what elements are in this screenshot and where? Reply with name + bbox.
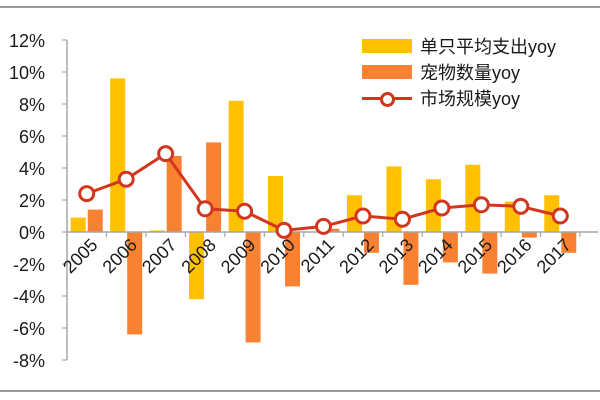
line-marker: [196, 200, 214, 218]
bar-avg-spend: [149, 230, 165, 232]
x-tick-label: 2007: [138, 235, 180, 277]
bar-pet-count: [206, 142, 222, 232]
legend-swatch-bar-icon: [362, 39, 412, 53]
legend-swatch-bar-icon: [362, 65, 412, 79]
bar-avg-spend: [70, 217, 86, 232]
legend-swatch-line-marker-icon: [362, 91, 412, 107]
bar-pet-count: [285, 232, 301, 287]
y-tick-label: 2%: [19, 191, 45, 211]
bar-pet-count: [521, 232, 537, 238]
line-marker: [315, 217, 332, 235]
bar-pet-count: [245, 232, 261, 343]
line-marker: [433, 199, 451, 217]
y-tick-label: 4%: [19, 159, 45, 179]
bar-avg-spend: [189, 232, 205, 300]
line-marker: [551, 207, 569, 225]
y-tick-label: -2%: [13, 255, 45, 275]
bar-avg-spend: [110, 78, 126, 233]
legend: 单只平均支出yoy 宠物数量yoy 市场规模yoy: [362, 33, 556, 111]
y-tick-label: -6%: [13, 319, 45, 339]
line-marker: [354, 207, 372, 225]
bar-pet-count: [363, 232, 379, 253]
bar-pet-count: [166, 156, 182, 232]
line-marker: [275, 221, 293, 239]
bar-pet-count: [442, 232, 458, 263]
line-marker: [472, 196, 490, 214]
bar-avg-spend: [465, 164, 481, 232]
x-tick-label: 2005: [59, 235, 101, 277]
top-rule: [0, 6, 600, 8]
line-marker: [78, 185, 96, 203]
bar-pet-count: [324, 228, 340, 232]
bar-series: [70, 78, 577, 343]
bar-pet-count: [561, 232, 577, 253]
bar-pet-count: [482, 232, 498, 274]
y-tick-label: 6%: [19, 127, 45, 147]
legend-label: 宠物数量yoy: [420, 63, 521, 83]
legend-item-avg-spend: 单只平均支出yoy: [362, 33, 556, 59]
y-tick-label: -8%: [13, 351, 45, 371]
line-series: [78, 145, 569, 239]
y-tick-label: 8%: [19, 95, 45, 115]
bar-pet-count: [127, 232, 143, 335]
legend-item-pet-count: 宠物数量yoy: [362, 59, 556, 85]
y-tick-label: -4%: [13, 287, 45, 307]
y-tick-label: 10%: [9, 63, 45, 83]
y-tick-label: 0%: [19, 223, 45, 243]
legend-item-market-size: 市场规模yoy: [362, 85, 556, 111]
x-tick-label: 2016: [493, 235, 535, 277]
line-marker: [117, 170, 135, 188]
bar-avg-spend: [425, 179, 441, 232]
legend-label: 市场规模yoy: [420, 89, 521, 109]
legend-label: 单只平均支出yoy: [420, 37, 557, 57]
line-marker: [157, 145, 175, 163]
x-tick-label: 2011: [297, 235, 339, 277]
line-marker: [512, 197, 530, 215]
bar-pet-count: [87, 209, 103, 232]
line-marker: [393, 210, 411, 228]
line-marker: [236, 202, 254, 220]
bar-avg-spend: [228, 100, 244, 232]
y-tick-label: 12%: [9, 31, 45, 51]
bottom-rule: [0, 390, 600, 392]
bar-pet-count: [403, 232, 419, 285]
bar-avg-spend: [268, 176, 284, 232]
y-axis: 12% 10% 8% 6% 4% 2% 0% -2% -4% -6% -8%: [9, 31, 68, 371]
